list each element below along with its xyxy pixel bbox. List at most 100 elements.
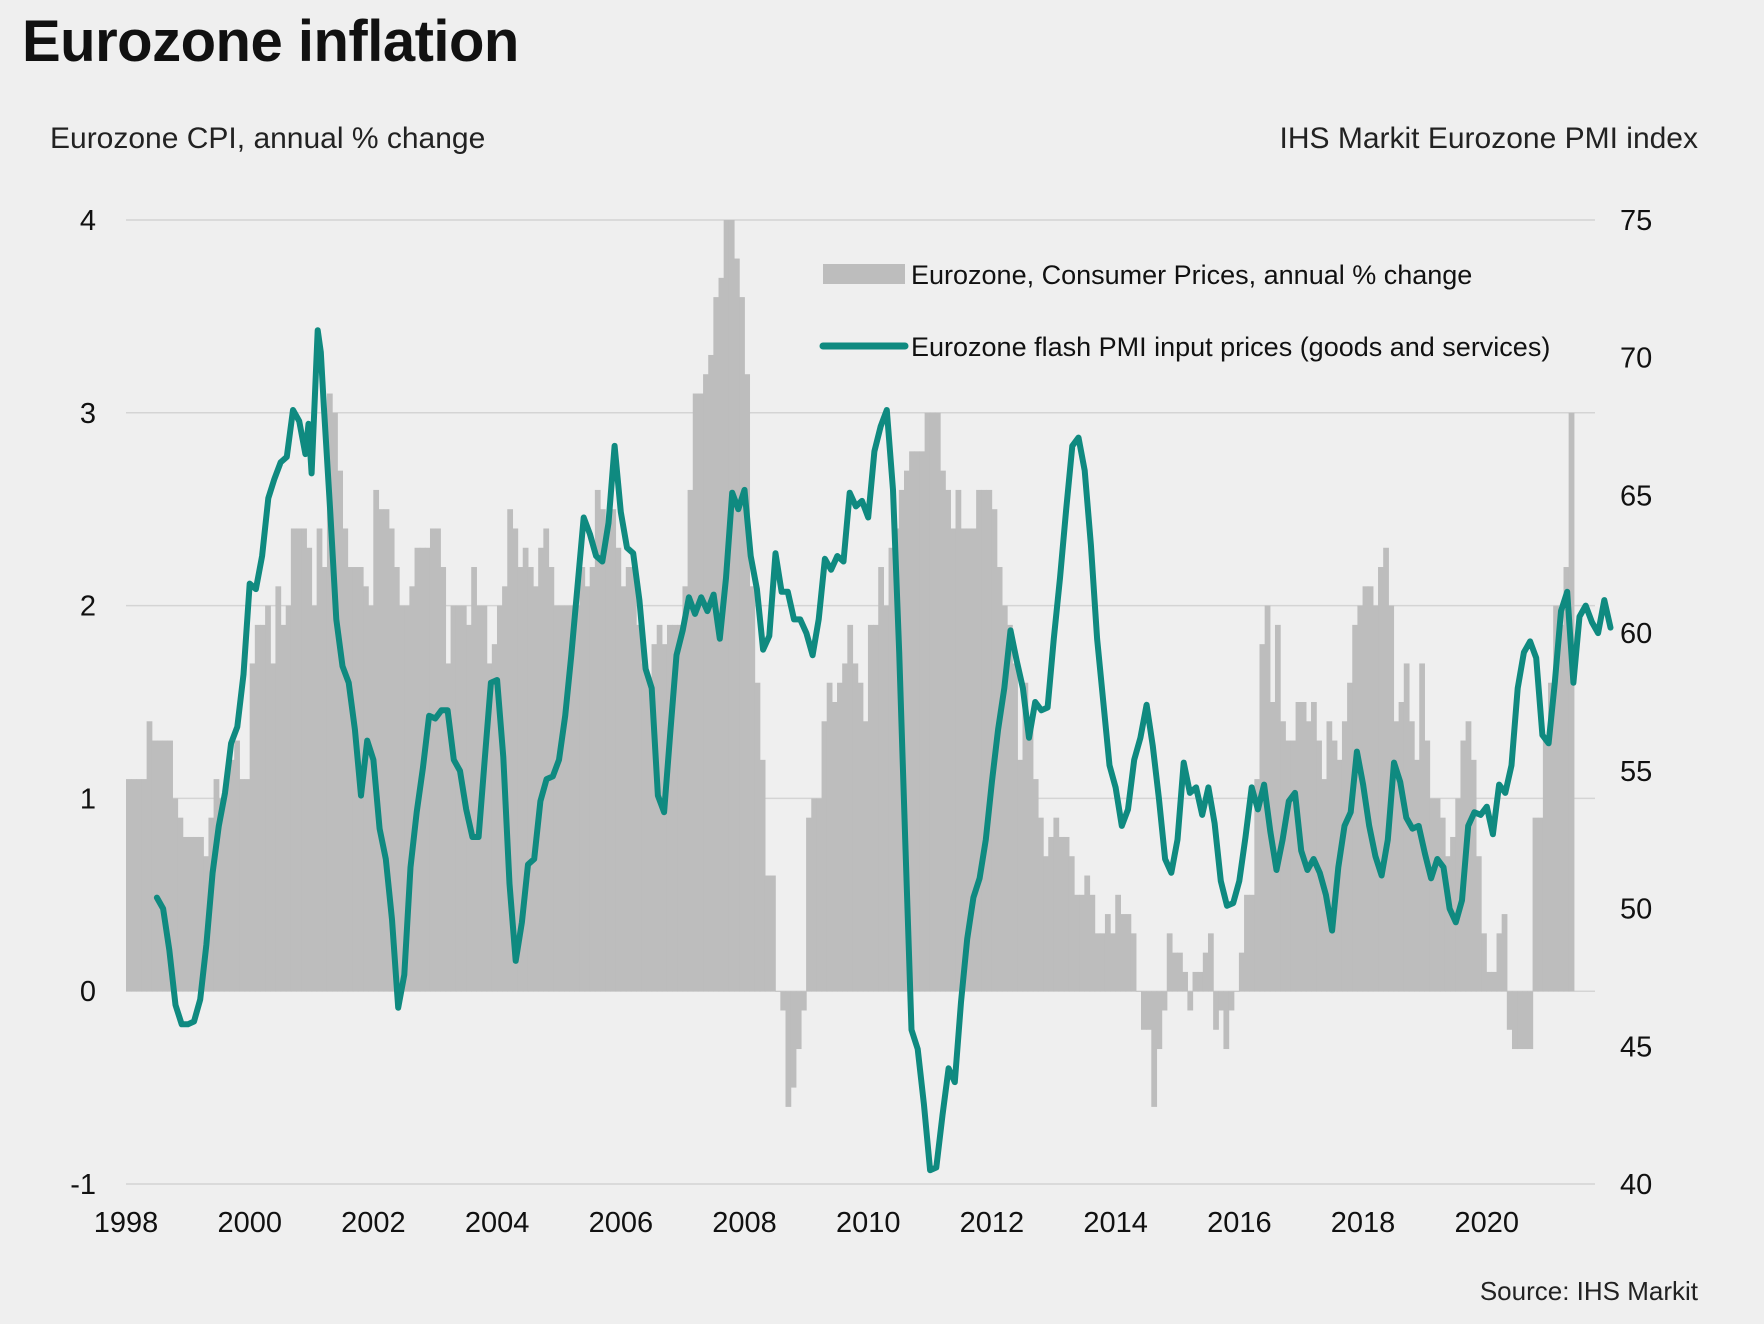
cpi-bar <box>1218 991 1225 1011</box>
cpi-bar <box>996 567 1003 992</box>
cpi-bar <box>687 489 694 992</box>
cpi-bar <box>672 624 678 992</box>
cpi-bar <box>1207 933 1214 992</box>
cpi-bar <box>1501 914 1508 992</box>
cpi-bar <box>1563 567 1570 992</box>
cpi-bar <box>775 991 781 992</box>
cpi-bar <box>1506 991 1513 1030</box>
cpi-bar <box>1311 702 1317 992</box>
cpi-bar <box>790 991 797 1088</box>
cpi-bar <box>1537 817 1544 992</box>
cpi-bar <box>393 567 400 992</box>
left-axis-title: Eurozone CPI, annual % change <box>50 122 486 155</box>
cpi-bar <box>697 393 704 992</box>
cpi-bar <box>1161 991 1168 1011</box>
cpi-bar <box>172 798 179 992</box>
cpi-bar <box>368 605 374 992</box>
cpi-bar <box>847 624 854 992</box>
cpi-bar <box>770 875 776 992</box>
cpi-bar <box>1470 759 1477 992</box>
cpi-bar <box>867 624 874 992</box>
cpi-bar <box>1259 644 1266 992</box>
cpi-bar <box>1223 991 1230 1050</box>
cpi-bar <box>388 528 395 992</box>
cpi-bar <box>739 297 745 992</box>
cpi-bar <box>491 644 498 992</box>
cpi-bar <box>589 567 596 992</box>
cpi-bar <box>1532 817 1539 992</box>
cpi-bar <box>1022 682 1029 992</box>
cpi-bar <box>1197 971 1204 992</box>
cpi-bar <box>1274 624 1281 992</box>
legend-swatch-bars <box>823 264 905 284</box>
cpi-bar <box>1156 991 1163 1050</box>
cpi-bar <box>1408 721 1415 992</box>
right-tick-label: 75 <box>1620 205 1652 237</box>
cpi-bar <box>507 509 514 992</box>
cpi-bar <box>1084 875 1091 992</box>
cpi-bar <box>378 509 385 992</box>
cpi-bar <box>986 489 993 992</box>
cpi-bar <box>326 393 333 992</box>
cpi-bar <box>141 779 148 992</box>
cpi-bar <box>878 567 884 992</box>
cpi-bar <box>636 624 642 992</box>
cpi-bar <box>1151 991 1158 1107</box>
cpi-bar <box>574 605 581 992</box>
cpi-bar <box>1099 933 1106 992</box>
cpi-bar <box>496 605 503 992</box>
cpi-bar <box>826 682 833 992</box>
cpi-bar <box>239 779 246 992</box>
right-axis-title: IHS Markit Eurozone PMI index <box>1279 122 1699 155</box>
cpi-bar <box>1068 856 1075 992</box>
cpi-bar <box>1357 605 1364 992</box>
cpi-bar <box>244 779 251 992</box>
right-tick-label: 65 <box>1620 480 1652 512</box>
cpi-bar <box>1079 894 1085 992</box>
cpi-bar <box>703 374 709 992</box>
x-tick-label: 2010 <box>836 1207 901 1239</box>
cpi-bar <box>1398 702 1405 992</box>
pmi-line <box>153 327 1614 1174</box>
cpi-bar <box>857 682 864 992</box>
cpi-bar <box>1007 624 1013 992</box>
cpi-bar <box>800 991 807 1011</box>
cpi-bar <box>1486 971 1492 992</box>
left-tick-label: 1 <box>80 783 96 815</box>
cpi-bar <box>558 605 565 992</box>
cpi-bar <box>1403 663 1410 992</box>
cpi-bar <box>450 605 457 992</box>
legend: Eurozone, Consumer Prices, annual % chan… <box>819 260 1550 362</box>
cpi-bar <box>429 528 436 992</box>
cpi-bar <box>651 644 658 992</box>
right-tick-label: 50 <box>1620 894 1652 926</box>
cpi-bar <box>806 817 812 992</box>
cpi-bar <box>151 740 158 992</box>
cpi-bar <box>1130 933 1137 992</box>
cpi-bar <box>399 605 405 992</box>
cpi-bar <box>1094 933 1101 992</box>
cpi-bar <box>1455 798 1462 992</box>
cpi-bar <box>280 624 287 992</box>
cpi-bar <box>543 528 550 992</box>
cpi-bar <box>296 528 302 992</box>
cpi-bar <box>919 451 926 992</box>
cpi-bar <box>1290 740 1297 992</box>
cpi-bar <box>965 528 972 992</box>
cpi-bar <box>1110 933 1116 992</box>
cpi-bar <box>1120 914 1127 992</box>
cpi-bar <box>728 220 735 992</box>
cpi-bar <box>1491 971 1498 992</box>
cpi-bar <box>321 567 328 992</box>
x-tick-label: 2014 <box>1083 1207 1148 1239</box>
cpi-bar <box>893 528 900 992</box>
cpi-bar <box>486 663 493 992</box>
cpi-bar <box>1558 624 1565 992</box>
cpi-bar <box>290 528 297 992</box>
cpi-bar <box>352 567 359 992</box>
cpi-bar <box>347 567 354 992</box>
x-tick-label: 1998 <box>94 1207 159 1239</box>
cpi-bar <box>1475 856 1482 992</box>
cpi-bar <box>904 470 910 992</box>
cpi-bar <box>1171 952 1178 992</box>
